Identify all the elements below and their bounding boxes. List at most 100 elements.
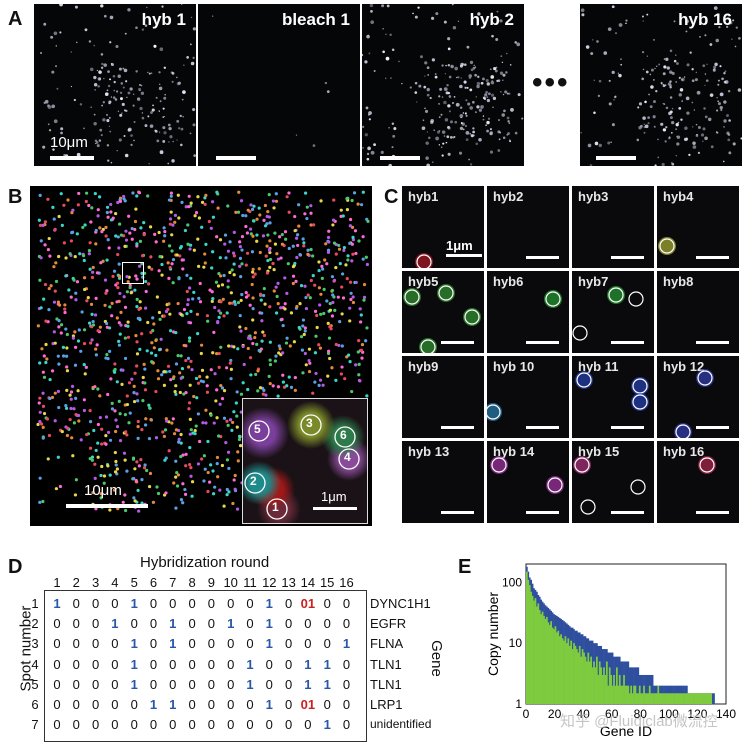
barcode-spot (53, 391, 57, 395)
fluorescent-spot (678, 93, 682, 97)
barcode-spot (162, 314, 166, 318)
barcode-spot (268, 340, 272, 344)
barcode-spot (99, 496, 103, 500)
barcode-spot (49, 284, 53, 288)
fluorescent-spot (502, 73, 506, 77)
fluorescent-spot (434, 75, 438, 79)
barcode-spot (94, 242, 98, 246)
fluorescent-spot (448, 110, 451, 113)
barcode-spot (173, 389, 177, 394)
tile-label: hyb4 (663, 189, 694, 204)
scale-bar (526, 511, 559, 514)
fluorescent-spot (52, 148, 55, 151)
barcode-spot (219, 311, 223, 315)
barcode-spot (104, 234, 108, 238)
bar-detected (621, 685, 624, 704)
barcode-spot (147, 282, 151, 286)
fluorescent-spot (714, 62, 718, 67)
barcode-spot (209, 413, 213, 417)
fluorescent-spot (478, 137, 482, 142)
barcode-spot (175, 470, 179, 475)
barcode-cell: 0 (130, 616, 138, 632)
fluorescent-spot (675, 155, 677, 157)
barcode-spot (268, 257, 273, 262)
barcode-spot (264, 254, 268, 258)
barcode-spot (136, 488, 140, 493)
barcode-spot (281, 373, 285, 377)
barcode-spot (168, 217, 173, 221)
fluorescent-spot (665, 57, 669, 61)
barcode-spot (251, 270, 255, 274)
barcode-spot (155, 485, 159, 489)
fluorescent-spot (652, 115, 656, 119)
barcode-spot (200, 343, 204, 347)
round-header: 13 (281, 575, 296, 590)
fluorescent-spot (717, 100, 719, 102)
bar-total (626, 661, 628, 704)
fluorescent-spot (435, 12, 439, 16)
barcode-spot (88, 409, 92, 413)
barcode-spot (224, 441, 228, 445)
barcode-spot (116, 235, 120, 239)
fluorescent-spot (108, 100, 112, 104)
bar-detected (573, 643, 575, 704)
barcode-spot (124, 238, 129, 242)
barcode-spot (170, 421, 174, 425)
barcode-spot (346, 258, 350, 262)
fluorescent-spot (641, 51, 645, 54)
barcode-spot (216, 475, 220, 479)
barcode-cell: 0 (342, 697, 351, 712)
barcode-spot (349, 291, 353, 295)
fluorescent-spot (695, 71, 698, 74)
barcode-spot (52, 330, 56, 334)
fluorescent-spot (597, 94, 601, 98)
barcode-spot (54, 279, 59, 284)
fluorescent-spot (148, 163, 150, 165)
barcode-spot (109, 202, 113, 207)
barcode-cell: 0 (207, 636, 215, 652)
barcode-spot (257, 206, 261, 210)
fluorescent-spot (124, 32, 127, 35)
fluorescent-spot (76, 152, 81, 157)
fluorescent-spot (103, 77, 105, 80)
barcode-spot (251, 341, 255, 346)
barcode-spot (248, 356, 253, 360)
fluorescent-spot (678, 76, 681, 79)
barcode-spot (184, 452, 188, 456)
barcode-spot (350, 389, 354, 394)
gene-name: DYNC1H1 (370, 596, 431, 611)
barcode-spot (246, 387, 250, 392)
barcode-spot (354, 280, 358, 285)
fluorescent-spot (445, 64, 447, 67)
barcode-spot (38, 420, 42, 424)
fluorescent-spot (675, 123, 679, 127)
barcode-spot (108, 438, 113, 442)
fluorescent-spot (154, 129, 158, 133)
bar-total (628, 667, 631, 704)
barcode-spot (65, 433, 69, 438)
barcode-spot (330, 288, 335, 293)
barcode-spot (260, 339, 264, 343)
barcode-cell: 0 (72, 636, 80, 652)
spot-glow (696, 369, 714, 387)
barcode-spot (74, 298, 78, 302)
fluorescent-spot (161, 5, 164, 8)
spot-glow (573, 456, 591, 474)
barcode-spot (174, 392, 178, 396)
fluorescent-spot (141, 28, 145, 31)
scale-bar (446, 254, 482, 257)
barcode-spot (305, 205, 309, 209)
bar-detected (690, 693, 693, 704)
barcode-spot (348, 306, 352, 310)
bar-total (621, 661, 624, 704)
fluorescent-spot (658, 63, 661, 66)
barcode-spot (194, 376, 199, 381)
fluorescent-spot (370, 20, 375, 25)
fluorescent-spot (646, 55, 649, 57)
fluorescent-spot (126, 96, 128, 99)
barcode-spot (299, 284, 304, 288)
fluorescent-spot (727, 138, 731, 142)
barcode-spot (317, 260, 321, 264)
barcode-spot (71, 454, 75, 458)
fluorescent-spot (641, 77, 645, 81)
